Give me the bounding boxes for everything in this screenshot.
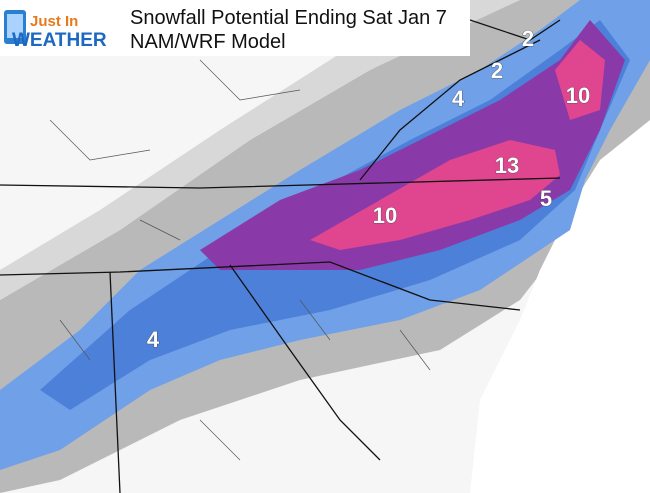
state-border	[469, 19, 561, 41]
snow-label: 10	[373, 203, 397, 228]
snow-label: 10	[566, 83, 590, 108]
logo-screen	[7, 14, 23, 38]
subtitle: NAM/WRF Model	[130, 31, 286, 53]
state-border	[0, 261, 521, 311]
state-border	[109, 271, 121, 493]
state-border	[0, 177, 561, 189]
logo-bottom: WEATHER	[12, 30, 107, 51]
snow-label: 5	[540, 186, 552, 211]
snow-band-pink	[310, 140, 560, 250]
snow-label: 4	[147, 327, 160, 352]
snow-label: 4	[452, 86, 465, 111]
header-box	[0, 0, 470, 56]
snow-band-purple	[200, 20, 625, 270]
snow-band-pink-north	[555, 40, 605, 120]
state-border	[359, 39, 541, 181]
title: Snowfall Potential Ending Sat Jan 7	[130, 7, 447, 29]
snow-label: 2	[522, 26, 534, 51]
state-border	[229, 264, 381, 461]
snow-label: 13	[495, 153, 519, 178]
logo-top: Just In	[30, 13, 78, 30]
snow-label: 2	[491, 58, 503, 83]
ocean	[470, 120, 650, 493]
county-lines	[49, 59, 431, 461]
